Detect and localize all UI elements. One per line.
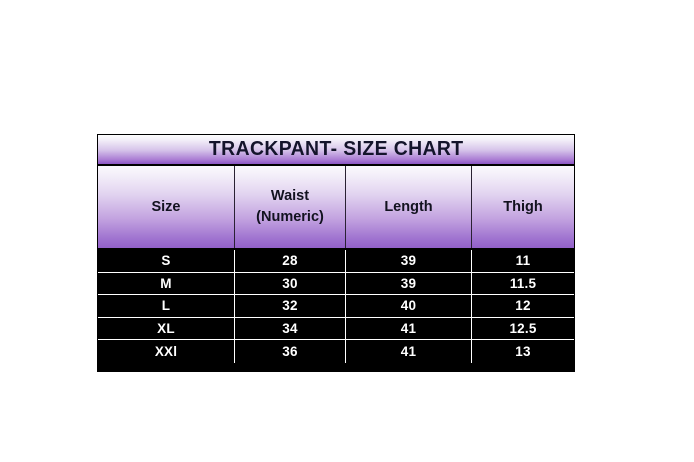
cell-size: L bbox=[98, 295, 235, 317]
column-header-waist-label: Waist bbox=[270, 188, 310, 205]
column-header-thigh: Thigh bbox=[472, 166, 574, 248]
table-row: L 32 40 12 bbox=[98, 295, 574, 318]
column-header-thigh-label: Thigh bbox=[503, 198, 543, 215]
table-body: S 28 39 11 M 30 39 11.5 L 32 40 12 XL 34… bbox=[98, 250, 574, 363]
cell-thigh: 12.5 bbox=[509, 321, 537, 337]
cell-thigh: 11 bbox=[515, 253, 531, 269]
cell-length: 41 bbox=[346, 317, 472, 340]
table-header-row: Size Waist (Numeric) Length Thigh bbox=[98, 166, 574, 250]
chart-title-bar: TRACKPANT- SIZE CHART bbox=[98, 135, 574, 166]
table-row: XXl 36 41 13 bbox=[98, 340, 574, 363]
table-row: M 30 39 11.5 bbox=[98, 272, 574, 296]
cell-size: XL bbox=[98, 317, 235, 340]
cell-length: 39 bbox=[346, 272, 472, 295]
cell-waist: 30 bbox=[235, 272, 346, 295]
column-header-size: Size bbox=[98, 166, 235, 248]
column-header-waist: Waist (Numeric) bbox=[235, 166, 346, 248]
cell-length: 39 bbox=[346, 250, 472, 272]
cell-thigh: 12 bbox=[515, 298, 531, 314]
cell-waist: 34 bbox=[235, 317, 346, 340]
cell-size: M bbox=[98, 272, 235, 295]
cell-size: S bbox=[98, 250, 235, 272]
cell-size: XXl bbox=[98, 340, 235, 363]
cell-thigh: 11.5 bbox=[509, 275, 537, 291]
cell-waist: 32 bbox=[235, 295, 346, 317]
size-chart-table: TRACKPANT- SIZE CHART Size Waist (Numeri… bbox=[97, 134, 575, 372]
cell-waist: 28 bbox=[235, 250, 346, 272]
column-header-length: Length bbox=[346, 166, 472, 248]
cell-length: 40 bbox=[346, 295, 472, 317]
column-header-length-label: Length bbox=[384, 198, 433, 215]
page-title: TRACKPANT- SIZE CHART bbox=[208, 138, 464, 160]
cell-length: 41 bbox=[346, 340, 472, 363]
column-header-size-label: Size bbox=[151, 198, 181, 215]
cell-thigh: 13 bbox=[515, 344, 531, 360]
cell-waist: 36 bbox=[235, 340, 346, 363]
table-row: S 28 39 11 bbox=[98, 250, 574, 273]
column-header-waist-sublabel: (Numeric) bbox=[256, 209, 324, 225]
table-row: XL 34 41 12.5 bbox=[98, 317, 574, 341]
